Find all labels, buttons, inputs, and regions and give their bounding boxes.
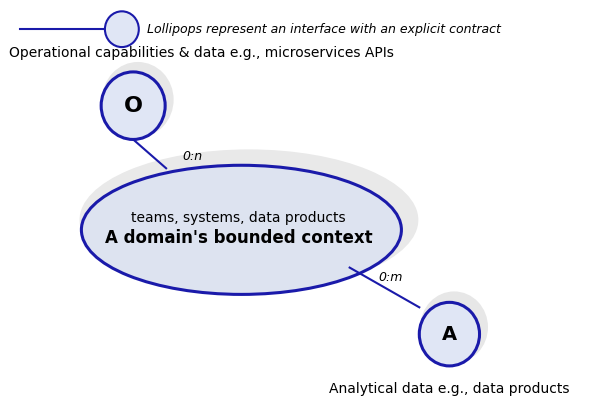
Ellipse shape (80, 150, 418, 290)
Text: 0:n: 0:n (182, 150, 202, 163)
Text: Analytical data e.g., data products: Analytical data e.g., data products (329, 382, 570, 396)
Text: A domain's bounded context: A domain's bounded context (105, 229, 372, 247)
Ellipse shape (81, 165, 401, 295)
Text: O: O (124, 96, 143, 116)
Ellipse shape (420, 291, 488, 363)
Text: Operational capabilities & data e.g., microservices APIs: Operational capabilities & data e.g., mi… (9, 46, 394, 60)
Text: 0:m: 0:m (378, 271, 402, 284)
Ellipse shape (105, 11, 139, 47)
Text: A: A (442, 325, 457, 344)
Text: teams, systems, data products: teams, systems, data products (131, 211, 346, 225)
Ellipse shape (419, 302, 480, 366)
Text: Lollipops represent an interface with an explicit contract: Lollipops represent an interface with an… (148, 23, 501, 36)
Ellipse shape (101, 72, 165, 139)
Ellipse shape (102, 62, 173, 138)
